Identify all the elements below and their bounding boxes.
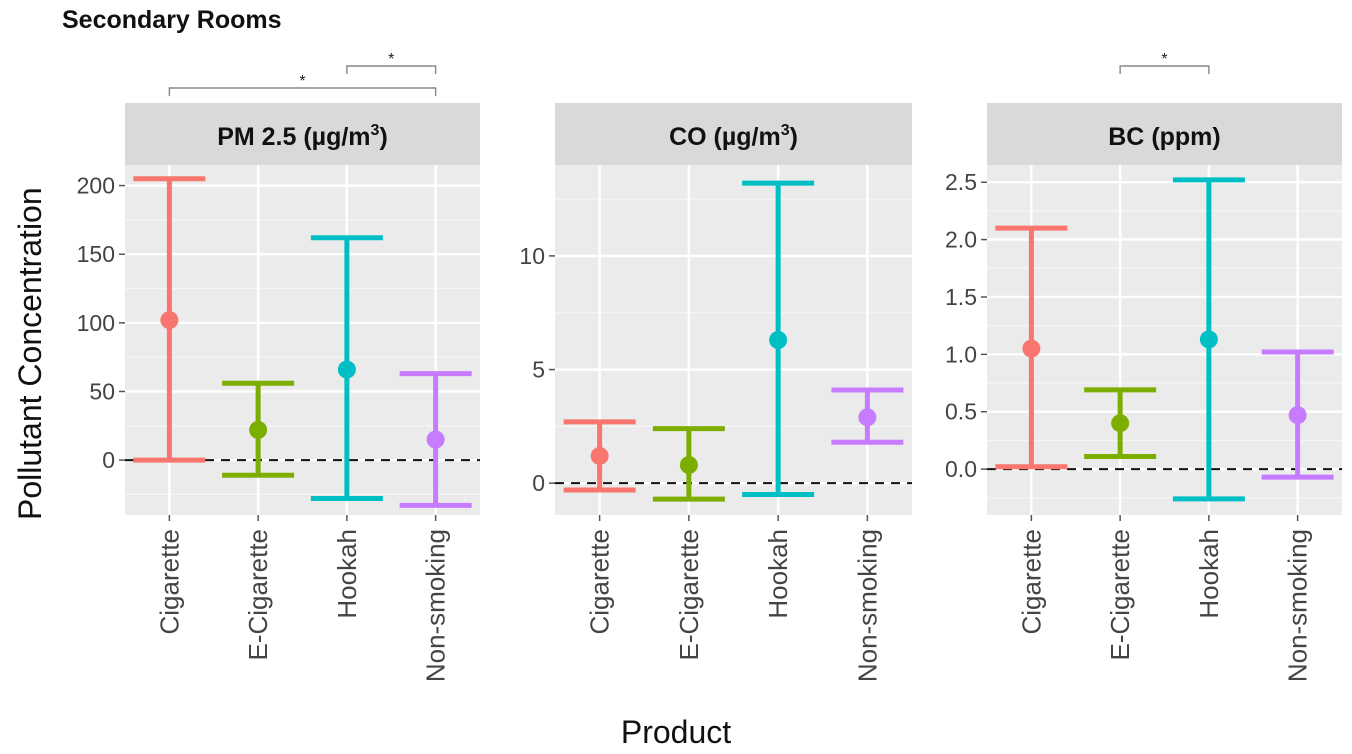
panel-background xyxy=(125,165,480,515)
y-tick-label: 0 xyxy=(102,447,115,473)
y-tick-label: 150 xyxy=(77,241,115,267)
errorbar-non-smoking xyxy=(399,371,472,508)
x-tick-label: Non-smoking xyxy=(421,529,451,682)
significance-bracket xyxy=(168,87,437,96)
errorbar-hookah xyxy=(742,180,815,498)
y-tick-label: 10 xyxy=(519,243,545,269)
mean-point xyxy=(590,446,609,465)
panel-strip xyxy=(555,103,912,165)
mean-point xyxy=(1288,406,1307,425)
panel-name: BC xyxy=(1108,123,1151,151)
mean-point xyxy=(858,408,877,427)
y-tick-label: 200 xyxy=(77,173,115,199)
significance-star: * xyxy=(1161,51,1167,68)
panel-unit-close: ) xyxy=(379,123,387,151)
y-tick-label: 2.0 xyxy=(945,227,977,253)
panel-strip-label: CO (µg/m3) xyxy=(669,122,798,151)
x-tick-label: Cigarette xyxy=(585,529,615,635)
mean-point xyxy=(249,420,268,439)
x-tick-label: Hookah xyxy=(332,529,362,619)
x-tick-label: Non-smoking xyxy=(852,529,882,682)
significance-star: * xyxy=(299,73,305,90)
mean-point xyxy=(1022,339,1041,358)
significance-bracket xyxy=(1119,65,1210,74)
panel-strip xyxy=(987,103,1342,165)
panel-unit: (µg/m xyxy=(303,123,370,151)
significance-bracket xyxy=(346,65,437,74)
errorbar-cigarette xyxy=(563,419,636,493)
x-tick-label: E-Cigarette xyxy=(674,529,704,661)
figure-title: Secondary Rooms xyxy=(62,6,282,34)
y-tick-label: 0 xyxy=(532,470,545,496)
panel-2: CO (µg/m3) 0 5 10 Cigarette E-Cigarette Hookah… xyxy=(519,103,912,682)
errorbar-e-cigarette xyxy=(222,380,295,478)
x-tick-label: E-Cigarette xyxy=(1105,529,1135,661)
mean-point xyxy=(1111,414,1130,433)
panel-strip-label: PM 2.5 (µg/m3) xyxy=(217,122,388,151)
mean-point xyxy=(426,430,445,449)
panel-background xyxy=(555,165,912,515)
y-tick-label: 1.0 xyxy=(945,341,977,367)
y-tick-label: 2.5 xyxy=(945,169,977,195)
panel-strip xyxy=(125,103,480,165)
panel-unit: (ppm) xyxy=(1151,123,1220,151)
errorbar-hookah xyxy=(310,235,383,502)
errorbar-cigarette xyxy=(133,176,206,463)
y-tick-label: 0.5 xyxy=(945,399,977,425)
errorbar-non-smoking xyxy=(831,387,904,445)
y-tick-label: 5 xyxy=(532,357,545,383)
mean-point xyxy=(1199,330,1218,349)
errorbar-non-smoking xyxy=(1261,349,1334,480)
panel-unit-superscript: 3 xyxy=(781,122,790,139)
panel-background xyxy=(987,165,1342,515)
y-tick-label: 50 xyxy=(89,378,115,404)
panel-3: BC (ppm) 0.0 0.5 1.0 1.5 2.0 2.5 Cigarette E-Cig… xyxy=(945,51,1342,682)
panel-strip-label: BC (ppm) xyxy=(1108,123,1220,151)
mean-point xyxy=(769,331,788,349)
x-tick-label: Hookah xyxy=(763,529,793,619)
panel-unit-superscript: 3 xyxy=(371,122,380,139)
mean-point xyxy=(337,360,356,379)
panel-1: PM 2.5 (µg/m3) 0 50 100 150 200 Cigarette E-Cig… xyxy=(77,51,480,682)
panel-name: CO xyxy=(669,123,713,151)
x-tick-label: Cigarette xyxy=(1016,529,1046,635)
significance-star: * xyxy=(388,51,394,68)
errorbar-hookah xyxy=(1172,177,1245,502)
panel-unit-close: ) xyxy=(790,123,798,151)
mean-point xyxy=(679,456,698,474)
mean-point xyxy=(160,311,179,330)
y-tick-label: 0.0 xyxy=(945,456,977,482)
errorbar-e-cigarette xyxy=(1084,387,1157,459)
x-tick-label: E-Cigarette xyxy=(243,529,273,661)
errorbar-e-cigarette xyxy=(652,426,725,502)
x-tick-label: Hookah xyxy=(1194,529,1224,619)
x-axis-label: Product xyxy=(620,714,732,750)
x-tick-label: Cigarette xyxy=(154,529,184,635)
y-tick-label: 1.5 xyxy=(945,284,977,310)
panel-name: PM 2.5 xyxy=(217,123,303,151)
y-tick-label: 100 xyxy=(77,310,115,336)
x-tick-label: Non-smoking xyxy=(1283,529,1313,682)
panel-unit: (µg/m xyxy=(714,123,781,151)
errorbar-cigarette xyxy=(995,225,1068,470)
